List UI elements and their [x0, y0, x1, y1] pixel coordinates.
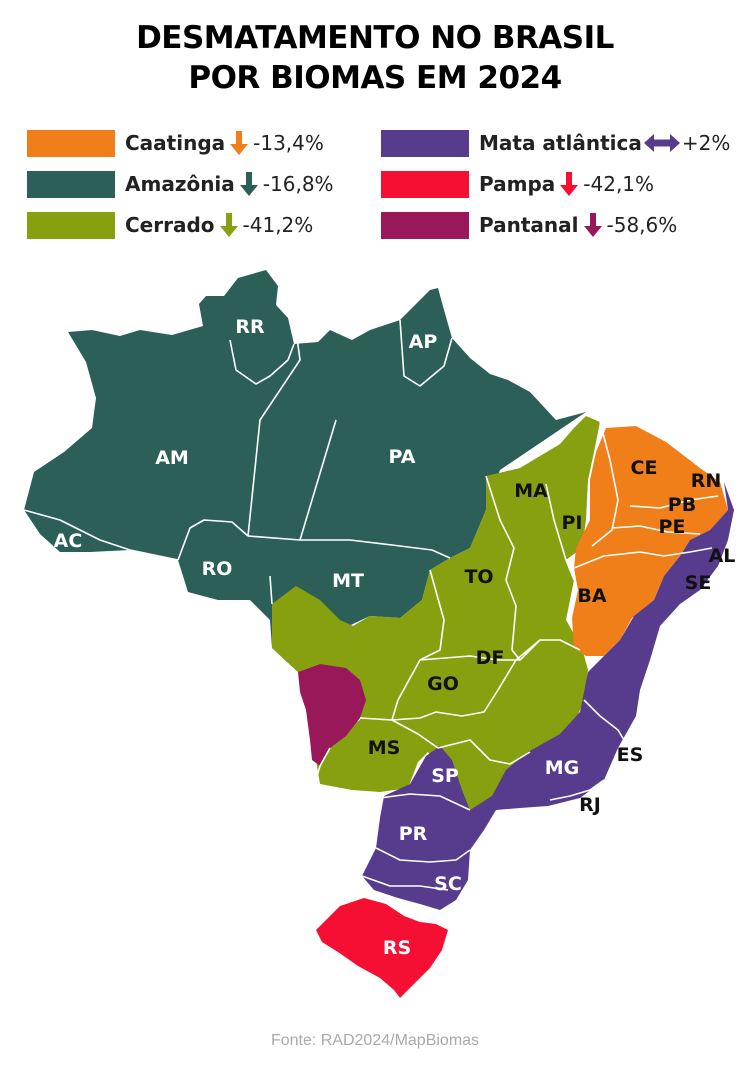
legend-item-pampa: Pampa -42,1%: [381, 170, 654, 198]
arrow-down-icon: [239, 172, 258, 196]
state-label-ms: MS: [368, 737, 401, 759]
state-label-pr: PR: [399, 823, 428, 845]
biome-cerrado-mt: [272, 586, 358, 672]
legend-item-caatinga: Caatinga -13,4%: [27, 129, 324, 157]
arrow-down-icon: [219, 213, 238, 237]
source-note: Fonte: RAD2024/MapBiomas: [270, 1032, 480, 1049]
state-label-ap: AP: [409, 331, 438, 353]
state-borders: [23, 319, 719, 891]
legend-item-mata-atlantica: Mata atlântica +2%: [381, 129, 730, 157]
state-label-sp: SP: [431, 765, 459, 787]
chart-title: DESMATAMENTO NO BRASIL POR BIOMAS EM 202…: [0, 18, 750, 98]
legend-label-mata-atlantica: Mata atlântica: [479, 131, 642, 155]
state-label-es: ES: [617, 744, 644, 766]
legend-swatch-mata-atlantica: [381, 129, 469, 157]
state-label-pe: PE: [659, 516, 686, 538]
legend-label-caatinga: Caatinga: [125, 131, 226, 155]
state-label-ro: RO: [202, 558, 233, 580]
legend-swatch-pampa: [381, 170, 469, 198]
state-label-rj: RJ: [579, 794, 601, 816]
legend-label-pantanal: Pantanal: [479, 213, 579, 237]
legend-label-pampa: Pampa: [479, 172, 556, 196]
legend-value-mata-atlantica: +2%: [681, 131, 731, 155]
title-line-1: DESMATAMENTO NO BRASIL: [136, 20, 614, 56]
state-label-pb: PB: [668, 494, 696, 516]
biome-pampa: [316, 898, 448, 998]
state-label-ce: CE: [631, 457, 658, 479]
legend-swatch-pantanal: [381, 211, 469, 239]
legend-item-pantanal: Pantanal -58,6%: [381, 211, 677, 239]
state-label-pa: PA: [389, 446, 416, 468]
legend-value-caatinga: -13,4%: [253, 131, 324, 155]
legend-swatch-cerrado: [27, 211, 115, 239]
state-label-rs: RS: [383, 937, 411, 959]
state-label-mt: MT: [332, 570, 364, 592]
biome-amazonia: [24, 270, 586, 672]
biome-caatinga: [572, 426, 728, 656]
legend-value-cerrado: -41,2%: [242, 213, 314, 237]
title-line-2: POR BIOMAS EM 2024: [188, 60, 562, 96]
legend-value-pantanal: -58,6%: [606, 213, 678, 237]
legend-label-cerrado: Cerrado: [125, 213, 215, 237]
state-label-ac: AC: [54, 530, 83, 552]
biome-cerrado: [316, 416, 600, 826]
legend-item-cerrado: Cerrado -41,2%: [27, 211, 313, 239]
arrow-down-icon: [560, 172, 579, 196]
state-labels: RR AP AM PA AC RO MT MA PI CE RN PB PE A…: [54, 316, 736, 959]
biome-pantanal: [298, 664, 366, 766]
state-label-go: GO: [427, 673, 459, 695]
state-label-sc: SC: [434, 873, 462, 895]
legend-item-amazonia: Amazônia -16,8%: [27, 170, 334, 198]
arrow-down-icon: [583, 213, 602, 237]
state-label-rr: RR: [235, 316, 265, 338]
state-label-pi: PI: [562, 512, 583, 534]
arrow-left-right-icon: [643, 134, 680, 152]
state-label-se: SE: [685, 572, 712, 594]
state-label-to: TO: [464, 566, 493, 588]
legend-value-amazonia: -16,8%: [262, 172, 334, 196]
legend-swatch-caatinga: [27, 129, 115, 157]
state-label-mg: MG: [545, 757, 580, 779]
state-label-ma: MA: [514, 480, 548, 502]
legend-swatch-amazonia: [27, 170, 115, 198]
state-label-al: AL: [709, 545, 736, 567]
legend-label-amazonia: Amazônia: [125, 172, 235, 196]
state-label-df: DF: [476, 647, 505, 669]
state-label-ba: BA: [577, 585, 606, 607]
arrow-down-icon: [230, 131, 249, 155]
state-label-am: AM: [155, 447, 189, 469]
legend-value-pampa: -42,1%: [583, 172, 655, 196]
state-label-rn: RN: [691, 470, 722, 492]
